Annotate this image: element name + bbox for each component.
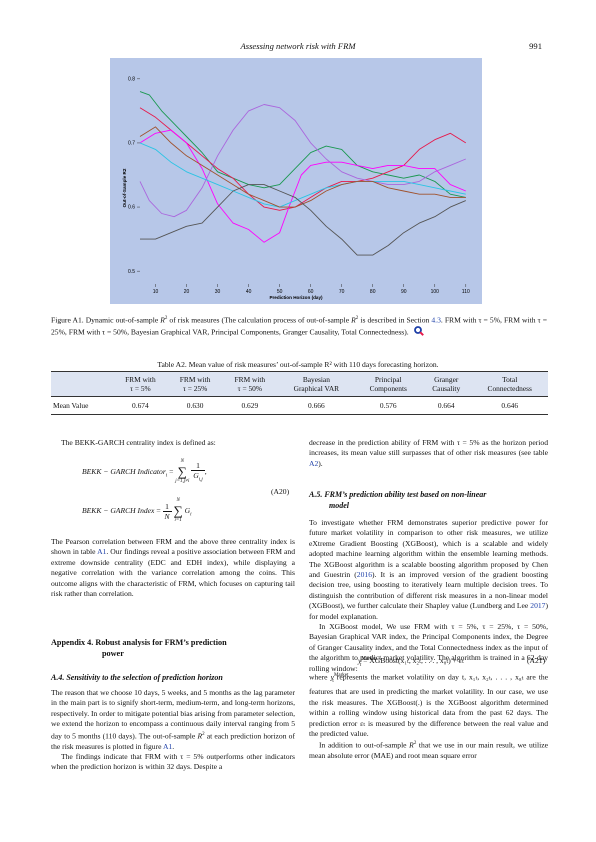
left-para-sensitivity: The reason that we choose 10 days, 5 wee…: [51, 688, 295, 772]
y-tick-label: 0.5: [128, 269, 135, 275]
x-tick-label: 60: [308, 289, 314, 295]
table-row-label: Mean Value: [51, 396, 113, 415]
left-intro: The BEKK-GARCH centrality index is defin…: [51, 438, 295, 448]
section-a4-heading: A.4. Sensitivity to the selection of pre…: [51, 673, 223, 682]
x-tick-label: 20: [184, 289, 190, 295]
table-header-cell: FRM with τ = 50%: [222, 371, 278, 397]
right-para-decrease: decrease in the prediction ability of FR…: [309, 438, 548, 468]
table-cell: 0.664: [420, 396, 472, 415]
right-para-xgboost: To investigate whether FRM demonstrates …: [309, 518, 549, 673]
table-header-cell: Principal Components: [355, 371, 421, 397]
y-axis-label: Out-of-Sample R2: [122, 168, 127, 207]
ref-chen-guestrin-link[interactable]: 2016: [356, 570, 372, 580]
table-caption: Table A2. Mean value of risk measures’ o…: [157, 360, 439, 369]
caption-prefix: Figure A1.: [51, 315, 84, 325]
caption-text-1: Dynamic out-of-sample: [85, 315, 161, 325]
caption-section-link[interactable]: 4.3: [431, 315, 441, 325]
x-tick-label: 70: [339, 289, 345, 295]
table-header-cell: Granger Causality: [420, 371, 472, 397]
table-header-cell: FRM with τ = 25%: [167, 371, 223, 397]
x-axis-label: Prediction Horizon (day): [269, 295, 323, 300]
results-table: FRM with τ = 5% FRM with τ = 25% FRM with τ…: [51, 371, 548, 415]
y-tick-label: 0.6: [128, 205, 135, 211]
table-cell: 0.646: [471, 396, 548, 415]
equation-number-a20: (A20): [271, 487, 290, 496]
y-tick-label: 0.7: [128, 141, 135, 147]
x-tick-label: 10: [153, 289, 159, 295]
series-line: [139, 104, 466, 218]
series-line: [139, 129, 466, 243]
table-header-row: FRM with τ = 5% FRM with τ = 25% FRM with τ…: [51, 371, 548, 397]
left-para-pearson: The Pearson correlation between FRM and …: [51, 537, 295, 599]
table-header-cell: FRM with τ = 5%: [113, 371, 168, 397]
table-row: Mean Value 0.674 0.630 0.629 0.666 0.576…: [51, 396, 548, 415]
x-tick-label: 110: [462, 289, 470, 295]
figure-a1-link[interactable]: A1: [163, 741, 173, 751]
caption-text-2: of risk measures (The calculation proces…: [167, 315, 352, 325]
running-title: Assessing network risk with FRM: [240, 41, 356, 51]
caption-text-3: is described in Section: [358, 315, 432, 325]
x-tick-label: 90: [401, 289, 407, 295]
table-cell: 0.576: [355, 396, 421, 415]
section-a5-heading: A.5. FRM’s prediction ability test based…: [309, 490, 487, 510]
table-cell: 0.630: [167, 396, 223, 415]
x-tick-label: 80: [370, 289, 376, 295]
plot-background: [110, 58, 482, 304]
ref-lundberg-lee-link[interactable]: 2017: [530, 601, 546, 611]
running-header: Assessing network risk with FRM 991: [0, 41, 596, 55]
right-para-where: where yMarkett represents the market vol…: [309, 672, 549, 761]
x-tick-label: 100: [431, 289, 440, 295]
table-header-blank: [51, 371, 113, 397]
figure-caption: Figure A1. Dynamic out-of-sample R2 of r…: [51, 314, 547, 340]
caption-text-4: . FRM with τ = 5%, FRM with τ = 25%, FRM…: [51, 315, 547, 337]
page-number: 991: [529, 41, 542, 51]
equation-number-a21: (A21): [527, 656, 546, 665]
table-cell: 0.629: [222, 396, 278, 415]
equation-bekk-indicator: BEKK − GARCH Indicatori = N ∑ j=1,j≠i 1 Gi,…: [82, 459, 207, 484]
x-tick-label: 40: [246, 289, 252, 295]
table-header-cell: Total Connectedness: [471, 371, 548, 397]
equation-xgboost: yMarkett = XGBoost(x₁ₜ, x₂ₜ, . . . , x₈ₜ…: [358, 656, 464, 668]
table-cell: 0.674: [113, 396, 168, 415]
magnifier-icon[interactable]: [413, 326, 424, 340]
y-tick-label: 0.8: [128, 76, 135, 82]
x-tick-label: 30: [215, 289, 221, 295]
series-line: [139, 107, 467, 211]
series-line: [140, 184, 466, 256]
table-header-cell: Bayesian Graphical VAR: [277, 371, 356, 397]
table-a1-link[interactable]: A1: [97, 547, 107, 557]
series-line: [139, 91, 466, 198]
table-a2-link[interactable]: A2: [309, 458, 319, 468]
series-line: [139, 142, 466, 208]
bekk-intro-text: The BEKK-GARCH centrality index is defin…: [61, 438, 216, 447]
figure-a1-line-chart: 0.5 0.6 0.7 0.8 10 20 30 40 50 60 70 80 90 100 110 Out…: [110, 58, 482, 304]
appendix-4-heading: Appendix 4. Robust analysis for FRM’s pr…: [51, 638, 227, 658]
x-tick-label: 50: [277, 289, 283, 295]
table-cell: 0.666: [277, 396, 356, 415]
